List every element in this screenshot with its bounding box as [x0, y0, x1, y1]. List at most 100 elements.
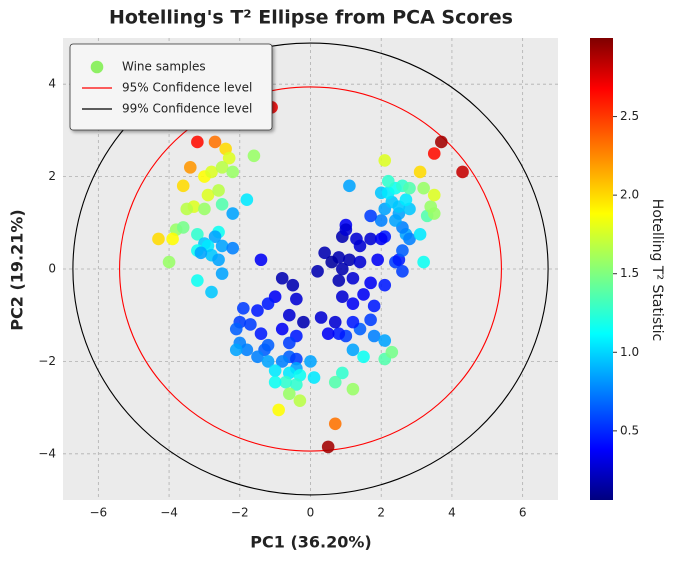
data-point — [311, 265, 324, 278]
y-tick-label: −2 — [38, 354, 56, 368]
data-point — [244, 318, 257, 331]
data-point — [215, 267, 229, 280]
data-point — [367, 299, 381, 313]
data-point — [403, 181, 416, 195]
data-point — [240, 193, 254, 206]
data-point — [456, 165, 469, 179]
data-point — [399, 193, 413, 206]
data-point — [346, 382, 360, 396]
data-point — [205, 285, 218, 299]
x-tick-label: 6 — [519, 506, 527, 520]
data-point — [282, 308, 296, 322]
data-point — [282, 336, 296, 350]
data-point — [417, 255, 430, 269]
data-point — [254, 253, 268, 267]
data-point — [328, 417, 342, 431]
data-point — [282, 387, 296, 401]
x-tick-label: −6 — [90, 506, 108, 520]
chart-title: Hotelling's T² Ellipse from PCA Scores — [109, 7, 513, 29]
data-point — [321, 327, 335, 340]
y-axis-label: PC2 (19.21%) — [8, 209, 27, 330]
data-point — [318, 246, 331, 260]
data-point — [152, 232, 165, 246]
data-point — [293, 394, 307, 407]
data-point — [261, 355, 275, 368]
colorbar-tick-label: 2.0 — [620, 188, 639, 202]
data-point — [237, 301, 250, 315]
colorbar-tick-label: 1.5 — [620, 266, 639, 280]
data-point — [268, 375, 282, 389]
data-point — [226, 241, 240, 255]
data-point — [215, 198, 229, 211]
data-point — [222, 151, 236, 165]
data-point — [251, 350, 264, 364]
data-point — [403, 232, 416, 246]
data-point — [208, 135, 222, 149]
confidence-ellipse — [72, 42, 549, 496]
confidence-ellipse — [119, 86, 502, 452]
data-point — [275, 322, 289, 336]
data-point — [191, 274, 204, 287]
x-tick-label: −2 — [231, 506, 249, 520]
colorbar-tick-label: 2.5 — [620, 109, 639, 123]
data-point — [413, 228, 427, 241]
x-tick-label: −4 — [160, 506, 178, 520]
data-point — [427, 188, 441, 202]
data-point — [290, 292, 303, 306]
data-point — [272, 403, 285, 417]
data-point — [201, 188, 215, 202]
data-point — [247, 149, 261, 163]
data-point — [374, 214, 388, 227]
data-point — [215, 239, 229, 253]
data-point — [336, 290, 349, 304]
data-point — [194, 246, 208, 260]
data-point — [297, 315, 310, 329]
data-point — [381, 174, 395, 188]
data-point — [180, 202, 194, 216]
data-point — [350, 232, 363, 246]
data-point — [346, 297, 360, 310]
data-point — [229, 322, 243, 336]
data-point — [162, 255, 176, 269]
data-point — [364, 209, 377, 223]
data-point — [286, 278, 300, 292]
y-tick-label: 4 — [48, 77, 56, 91]
data-point — [328, 375, 342, 389]
data-point — [413, 165, 427, 179]
data-point — [325, 255, 339, 269]
data-point — [191, 135, 204, 149]
data-point — [336, 366, 349, 380]
data-point — [357, 350, 370, 364]
data-point — [357, 288, 370, 301]
data-point — [378, 154, 392, 167]
data-point — [378, 334, 392, 347]
data-point — [371, 253, 384, 267]
data-point — [435, 135, 448, 149]
data-point — [385, 345, 399, 359]
data-point — [328, 315, 342, 329]
data-point — [346, 271, 360, 285]
data-point — [343, 253, 356, 267]
data-point — [364, 276, 377, 290]
data-point — [339, 223, 353, 237]
data-point — [364, 232, 377, 246]
data-point — [332, 274, 346, 287]
data-point — [183, 161, 197, 174]
x-tick-label: 4 — [448, 506, 456, 520]
data-point — [275, 355, 289, 368]
data-point — [346, 315, 360, 329]
data-point — [229, 343, 243, 357]
data-point — [226, 207, 240, 220]
y-tick-label: 2 — [48, 169, 56, 183]
data-point — [215, 161, 229, 174]
colorbar-tick-label: 0.5 — [620, 423, 639, 437]
data-point — [343, 179, 356, 193]
data-point — [417, 181, 430, 195]
data-point — [212, 253, 225, 267]
data-point — [290, 378, 303, 391]
data-point — [261, 297, 275, 310]
data-point — [427, 147, 441, 160]
data-point — [176, 221, 190, 234]
data-point — [191, 228, 204, 241]
